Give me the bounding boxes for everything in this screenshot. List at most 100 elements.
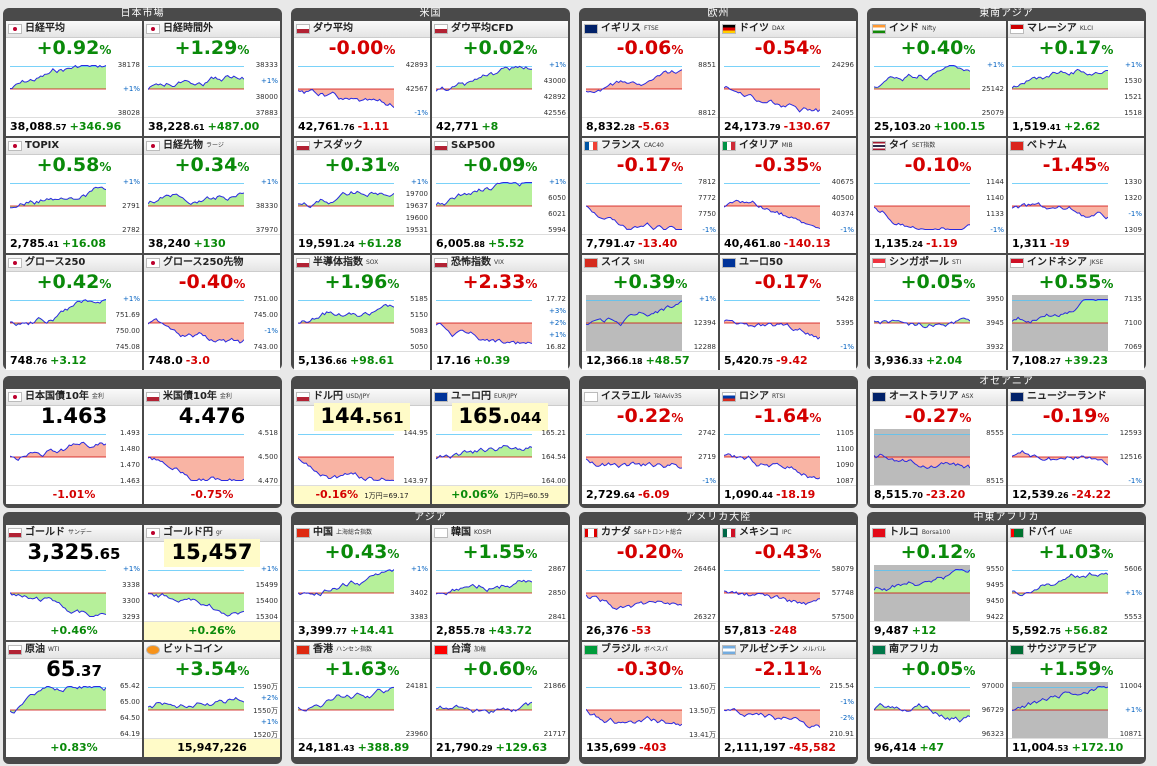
- last-price-decimal: .53: [1054, 744, 1069, 753]
- market-tile[interactable]: ユーロ円 EUR/JPY 165.044 165.21 164.54 164.00 +0.0…: [432, 389, 568, 504]
- area-fill: [874, 569, 970, 593]
- market-tile[interactable]: イタリア MIB -0.35% 40675 40500 40374 -1% 40,461.80…: [720, 138, 856, 253]
- area-fill: [724, 708, 820, 728]
- scale-label: +1%: [123, 178, 140, 186]
- scale-label: 26327: [693, 613, 716, 621]
- market-tile[interactable]: 香港 ハンセン指数 +1.63% 24181 23960 24,181.43 +388.89: [294, 642, 430, 757]
- chart-area: [148, 682, 276, 738]
- scale-label: 42893: [405, 61, 428, 69]
- market-tile[interactable]: 恐怖指数 VIX +2.33% 17.72 +3% +2% +1% 16.82 17.16 +0.…: [432, 255, 568, 370]
- market-tile[interactable]: 米国債10年 金利 4.476 4.518 4.500 4.470 -0.75%: [144, 389, 280, 504]
- market-tile[interactable]: インド Nifty +0.40% +1% 25142 25079 25,103.20 +100…: [870, 21, 1006, 136]
- market-tile[interactable]: 中国 上海総合指数 +0.43% +1% 3402 3383 3,399.77 +14.41: [294, 525, 430, 640]
- scale-label: 10871: [1119, 730, 1142, 738]
- area-fill: [586, 300, 682, 326]
- chart-area: [148, 429, 276, 485]
- last-price: 96,414: [874, 741, 917, 754]
- price-chart: [724, 434, 820, 480]
- market-tile[interactable]: メキシコ IPC -0.43% 58079 57748 57500 57,813 -248: [720, 525, 856, 640]
- instrument-subtitle: SMI: [633, 259, 645, 266]
- market-tile[interactable]: カナダ S&Pトロント総合 -0.20% 26464 26327 26,376 -53: [582, 525, 718, 640]
- scale-label: 1087: [836, 477, 854, 485]
- scale-label: 7772: [698, 194, 716, 202]
- market-tile[interactable]: 原油 WTI 65.37 65.42 65.00 64.50 64.19 +0.83%: [6, 642, 142, 757]
- price-change: -130.67: [783, 120, 831, 133]
- market-tile[interactable]: 韓国 KOSPI +1.55% 2867 2850 2841 2,855.78 +43.72: [432, 525, 568, 640]
- market-tile[interactable]: ゴールド サンデー 3,325.65 +1% 3338 3300 3293 +0.46%: [6, 525, 142, 640]
- market-tile[interactable]: 半導体指数 SOX +1.96% 5185 5150 5083 5050 5,136.66 +9…: [294, 255, 430, 370]
- market-tile[interactable]: アルゼンチン メルバル -2.11% 215.54 -1% -2% 210.91 2,111,…: [720, 642, 856, 757]
- area-fill: [1012, 450, 1108, 466]
- market-tile[interactable]: グロース250 +0.42% +1% 751.69 750.00 745.08 748.76…: [6, 255, 142, 370]
- instrument-name: ビットコイン: [163, 644, 223, 655]
- change-percent: +0.09%: [432, 154, 568, 178]
- last-price: 1,519: [1012, 120, 1047, 133]
- tile-footer: 1,135.24 -1.19: [870, 234, 1006, 253]
- last-price: 26,376: [586, 624, 629, 637]
- market-tile[interactable]: イギリス FTSE -0.06% 8851 8812 8,832.28 -5.63: [582, 21, 718, 136]
- market-tile[interactable]: ダウ平均CFD +0.02% +1% 43000 42892 42556 42,771 +8: [432, 21, 568, 136]
- market-tile[interactable]: 日経平均 +0.92% 38178 +1% 38028 38,088.57 +346.96: [6, 21, 142, 136]
- tile-header: ダウ平均: [294, 21, 430, 38]
- price-chart: [586, 687, 682, 727]
- market-tile[interactable]: S&P500 +0.09% +1% 6050 6021 5994 6,005.88 +5.52: [432, 138, 568, 253]
- area-fill: [10, 187, 106, 208]
- market-tile[interactable]: インドネシア JKSE +0.55% 7135 7100 7069 7,108.27 +39.…: [1008, 255, 1144, 370]
- market-tile[interactable]: 南アフリカ +0.05% 97000 96729 96323 96,414 +47: [870, 642, 1006, 757]
- market-tile[interactable]: サウジアラビア +1.59% 11004 +1% 10871 11,004.53 +172.…: [1008, 642, 1144, 757]
- tile-header: 日経先物 ラージ: [144, 138, 280, 155]
- scale-label: -1%: [264, 327, 278, 335]
- market-tile[interactable]: ユーロ50 -0.17% 5428 5395 -1% 5,420.75 -9.42: [720, 255, 856, 370]
- market-tile[interactable]: フランス CAC40 -0.17% 7812 7772 7750 -1% 7,791.47 -1…: [582, 138, 718, 253]
- market-tile[interactable]: ビットコイン +3.54% 1590万 +2% 1550万 +1% 1520万 15,947,…: [144, 642, 280, 757]
- market-tile[interactable]: ドバイ UAE +1.03% 5606 +1% 5553 5,592.75 +56.82: [1008, 525, 1144, 640]
- market-tile[interactable]: ロシア RTSI -1.64% 1105 1100 1090 1087 1,090.44 -18…: [720, 389, 856, 504]
- tile-grid: イギリス FTSE -0.06% 8851 8812 8,832.28 -5.63 ドイツ DA…: [582, 21, 856, 370]
- market-tile[interactable]: 日経時間外 +1.29% 38333 +1% 38000 37883 38,228.61 +4…: [144, 21, 280, 136]
- market-tile[interactable]: マレーシア KLCI +0.17% +1% 1530 1521 1518 1,519.41 +2…: [1008, 21, 1144, 136]
- market-tile[interactable]: ニュージーランド -0.19% 12593 12516 -1% 12,539.26 -24.…: [1008, 389, 1144, 504]
- market-tile[interactable]: イスラエル TelAviv35 -0.22% 2742 2719 -1% 2,729.64-…: [582, 389, 718, 504]
- panel-title: 米国: [419, 8, 442, 19]
- scale-label: 15499: [255, 581, 278, 589]
- percent-sign: %: [809, 664, 822, 678]
- market-tile[interactable]: ドイツ DAX -0.54% 24296 24095 24,173.79 -130.67: [720, 21, 856, 136]
- chart-area: [298, 295, 426, 351]
- tile-grid: 中国 上海総合指数 +0.43% +1% 3402 3383 3,399.77 +14.41 韓…: [294, 525, 568, 757]
- scale-label: 23960: [405, 730, 428, 738]
- tile-footer: 38,240 +130: [144, 234, 280, 253]
- price-change: +2.62: [1063, 120, 1101, 133]
- price-line: [10, 685, 106, 714]
- market-tile[interactable]: ダウ平均 -0.00% 42893 42567 -1% 42,761.76 -1.11: [294, 21, 430, 136]
- market-tile[interactable]: グロース250先物 -0.40% 751.00 745.00 -1% 743.00 748.…: [144, 255, 280, 370]
- scale-label: -1%: [840, 226, 854, 234]
- market-tile[interactable]: オーストラリア ASX -0.27% 8555 8515 8,515.70 -23.20: [870, 389, 1006, 504]
- scale-label: +1%: [411, 565, 428, 573]
- ca-flag-icon: [584, 528, 598, 538]
- market-tile[interactable]: スイス SMI +0.39% +1% 12394 12288 12,366.18 +48.57: [582, 255, 718, 370]
- market-tile[interactable]: ドル円 USD/JPY 144.561 144.95 143.97 -0.16% 1万円=6…: [294, 389, 430, 504]
- chart-area: [1012, 295, 1140, 351]
- last-price-decimal: .78: [470, 627, 485, 636]
- market-tile[interactable]: 台湾 加権 +0.60% 21866 21717 21,790.29 +129.63: [432, 642, 568, 757]
- last-price: 5,592: [1012, 624, 1047, 637]
- market-tile[interactable]: タイ SET指数 -0.10% 1144 1140 1133 -1% 1,135.24 -1.1…: [870, 138, 1006, 253]
- scale-label: 5083: [410, 327, 428, 335]
- market-tile[interactable]: トルコ Borsa100 +0.12% 9550 9495 9450 9422 9,487 +1…: [870, 525, 1006, 640]
- tile-footer: 3,399.77 +14.41: [294, 621, 430, 640]
- tile-footer: 5,420.75 -9.42: [720, 351, 856, 370]
- price-chart: [586, 570, 682, 610]
- change-percent: +0.55%: [1008, 271, 1144, 295]
- market-tile[interactable]: 日本国債10年 金利 1.463 1.493 1.480 1.470 1.463 -1.01%: [6, 389, 142, 504]
- market-tile[interactable]: TOPIX +0.58% +1% 2791 2782 2,785.41 +16.08: [6, 138, 142, 253]
- market-tile[interactable]: シンガポール STI +0.05% 3950 3945 3932 3,936.33 +2.04: [870, 255, 1006, 370]
- market-tile[interactable]: 日経先物 ラージ +0.34% +1% 38330 37970 38,240 +130: [144, 138, 280, 253]
- change-percent: +0.92%: [6, 37, 142, 61]
- market-tile[interactable]: ナスダック +0.31% +1% 19700 19637 19600 19531 19,591…: [294, 138, 430, 253]
- market-tile[interactable]: ベトナム -1.45% 1330 1320 -1% 1309 1,311 -19: [1008, 138, 1144, 253]
- price-chart: [10, 299, 106, 327]
- market-tile[interactable]: ブラジル ボベスパ -0.30% 13.60万 13.50万 13.41万 135,699-…: [582, 642, 718, 757]
- market-tile[interactable]: ゴールド円 gr 15,457 +1% 15499 15400 15304 +0.26%: [144, 525, 280, 640]
- tile-header: フランス CAC40: [582, 138, 718, 155]
- price-chart: [10, 570, 106, 617]
